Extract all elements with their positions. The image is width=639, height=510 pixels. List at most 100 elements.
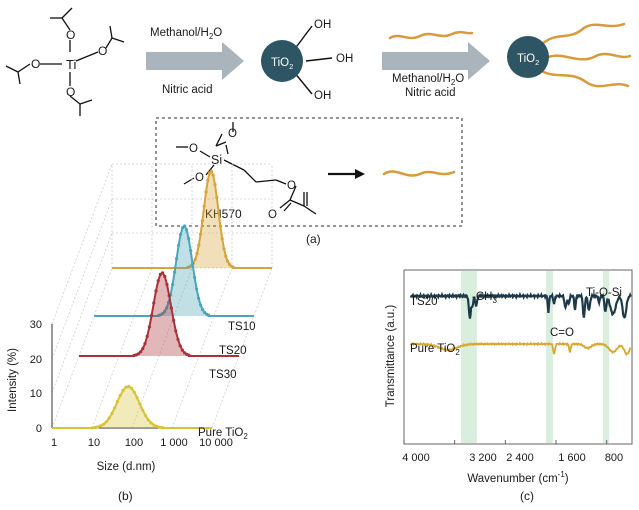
data-point (101, 422, 106, 426)
panel-b-label: (b) (118, 489, 133, 503)
data-point (167, 294, 171, 298)
data-point (147, 325, 151, 329)
data-point (180, 348, 184, 352)
x-tick-label: 4 000 (402, 452, 430, 464)
data-point (132, 390, 136, 394)
tio2-nanoparticle (261, 40, 303, 82)
o-atom-label: O (189, 143, 198, 155)
highlight-band (545, 271, 553, 443)
data-point (176, 337, 180, 342)
data-point (191, 262, 195, 266)
data-point (213, 183, 217, 187)
x-tick-label: 10 000 (199, 437, 233, 449)
reaction-arrow-1 (146, 42, 244, 80)
oh-label: OH (314, 90, 331, 102)
series-line-ts20 (409, 291, 632, 319)
x-tick-label: 1 600 (558, 452, 586, 464)
data-point (185, 228, 189, 232)
data-point (222, 247, 226, 251)
data-point (152, 423, 156, 427)
data-point (157, 425, 162, 429)
data-point (127, 384, 131, 389)
series-label-pure-tio2: Pure TiO2 (198, 427, 248, 441)
oh-label: OH (336, 53, 353, 65)
data-point (99, 424, 103, 428)
data-point (156, 279, 160, 283)
data-point (163, 309, 167, 314)
si-atom-label: Si (211, 153, 222, 167)
data-point (173, 270, 177, 274)
data-point (200, 219, 204, 223)
series-label-ts20: TS20 (219, 345, 247, 357)
x-tick-label: 1 000 (160, 437, 188, 449)
data-point (193, 275, 197, 279)
x-tick-label: 3 200 (469, 452, 497, 464)
y-tick-label: 10 (30, 388, 42, 400)
data-point (215, 195, 219, 200)
data-point (143, 413, 148, 418)
data-point (224, 254, 228, 258)
data-point (113, 406, 117, 410)
tio2-nanoparticle (507, 36, 549, 78)
x-axis-title: Size (d.nm) (97, 461, 156, 473)
y-axis-title: Transmittance (a.u.) (385, 305, 397, 408)
data-point (193, 257, 197, 261)
data-point (141, 347, 145, 351)
silane-chain (382, 170, 456, 177)
panel-c: TS20 Pure TiO2 -CH3 C=O Ti-O-Si 4 000 3 … (385, 269, 633, 503)
data-point (174, 329, 178, 333)
x-axis-title: Wavenumber (cm-1) (467, 470, 568, 485)
data-point (110, 411, 114, 416)
data-point (206, 178, 210, 182)
data-point (187, 236, 191, 241)
o-atom-label: O (195, 172, 204, 184)
ftir-plot-frame (403, 269, 633, 445)
dls-series-group (52, 169, 272, 430)
data-point (139, 350, 143, 354)
data-point (175, 257, 179, 261)
data-point (145, 334, 149, 338)
data-point (218, 224, 222, 228)
x-tick-label: 100 (125, 437, 143, 449)
data-point (138, 402, 142, 406)
data-point (121, 388, 125, 392)
data-point (231, 265, 235, 269)
data-point (154, 289, 158, 293)
data-point (204, 190, 208, 194)
data-point (161, 312, 165, 316)
data-point (165, 306, 169, 310)
oh-label: OH (314, 19, 331, 31)
reaction2-catalyst: Nitric acid (405, 87, 455, 99)
tio2-label: TiO2 (271, 57, 293, 71)
panel-a: Ti O O O O Methanol/H2O Nitric acid TiO2… (5, 7, 632, 246)
data-point (141, 408, 145, 412)
data-point (226, 259, 230, 263)
data-point (217, 210, 221, 214)
data-point (155, 424, 159, 428)
panel-b: TS10 TS20 TS30 Pure TiO2 0 10 20 30 1 10… (7, 163, 273, 503)
hydroxylated-tio2: TiO2 OH OH OH (261, 19, 353, 102)
reaction1-solvent: Methanol/H2O (150, 27, 222, 41)
kh570-box (155, 117, 463, 227)
highlight-band (602, 271, 610, 443)
ftir-series-group (409, 291, 632, 357)
tio2-label: TiO2 (517, 53, 539, 67)
data-point (178, 344, 182, 348)
data-point (209, 169, 213, 173)
data-point (143, 342, 147, 346)
data-point (195, 251, 199, 256)
data-point (207, 313, 211, 317)
data-point (90, 426, 94, 430)
data-point (93, 425, 97, 430)
panel-a-label: (a) (306, 232, 321, 246)
reaction-arrow-2 (382, 42, 490, 80)
data-point (202, 204, 206, 208)
series-label-pure-tio2: Pure TiO2 (410, 343, 460, 357)
data-point (96, 425, 100, 429)
grafted-tio2: TiO2 (507, 22, 632, 88)
data-point (189, 248, 193, 253)
data-point (201, 308, 205, 312)
data-point (152, 301, 156, 305)
data-point (163, 274, 167, 279)
o-atom-label: O (31, 57, 40, 71)
